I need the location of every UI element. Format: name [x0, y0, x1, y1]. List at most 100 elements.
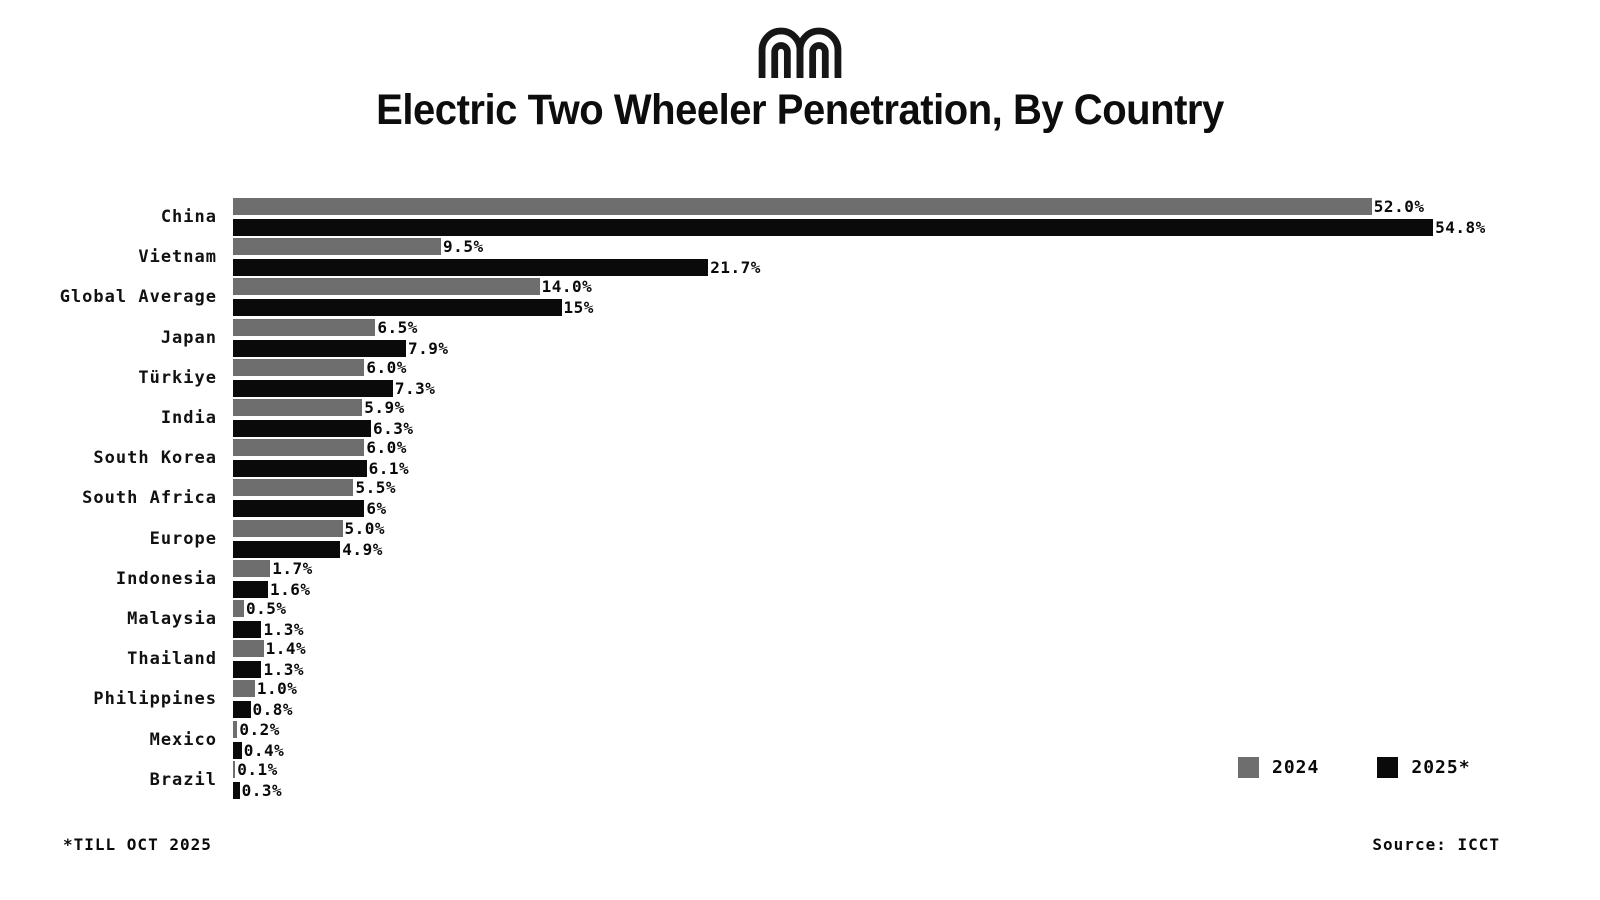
category-label: South Africa [82, 488, 217, 509]
bar-line: 6% [233, 499, 1600, 519]
bar-pair: 0.5% 1.3% [233, 598, 1600, 639]
bar-2025 [233, 661, 262, 679]
bar-2024 [233, 479, 354, 497]
category-label: Mexico [149, 729, 217, 750]
bar-value-2024: 0.1% [237, 759, 278, 779]
bar-2024 [233, 760, 236, 778]
bar-pair: 5.5% 6% [233, 478, 1600, 519]
bar-value-2024: 6.5% [377, 317, 418, 337]
logo-right-arch-outer [796, 27, 842, 78]
bar-line: 0.2% [233, 719, 1600, 739]
bar-line: 0.8% [233, 700, 1600, 720]
category-label: Philippines [93, 689, 217, 710]
bar-chart: China 52.0% 54.8% Vietnam 9.5% 21.7% Global Av… [0, 197, 1600, 800]
category-label: Brazil [149, 769, 217, 790]
bar-value-2025: 1.3% [263, 619, 304, 639]
bar-2024 [233, 399, 363, 417]
chart-row: Vietnam 9.5% 21.7% [0, 237, 1600, 277]
bar-value-2024: 14.0% [541, 277, 593, 297]
legend-swatch-2024-icon [1238, 757, 1259, 778]
logo-right-arch-inner [809, 42, 829, 78]
bar-line: 0.5% [233, 598, 1600, 618]
bar-2024 [233, 358, 365, 376]
bar-2024 [233, 640, 264, 658]
page-title: Electric Two Wheeler Penetration, By Cou… [376, 86, 1224, 134]
bar-pair: 6.0% 7.3% [233, 357, 1600, 398]
bar-line: 1.6% [233, 580, 1600, 599]
bar-value-2024: 5.0% [344, 518, 386, 538]
bar-value-2024: 6.0% [366, 357, 407, 377]
bar-2025 [233, 540, 341, 558]
bar-pair: 0.1% 0.3% [233, 759, 1600, 800]
chart-row: Türkiye 6.0% 7.3% [0, 358, 1600, 398]
bar-value-2025: 0.8% [252, 700, 294, 720]
bar-line: 1.0% [233, 679, 1600, 699]
bar-value-2025: 7.3% [394, 378, 436, 398]
bar-line: 6.0% [233, 357, 1600, 377]
bar-line: 52.0% [233, 197, 1600, 217]
bar-line: 7.9% [233, 339, 1600, 358]
chart-row: Philippines 1.0% 0.8% [0, 679, 1600, 719]
bar-2024 [233, 318, 376, 336]
bar-2024 [233, 519, 343, 537]
category-label: Malaysia [127, 608, 217, 629]
bar-value-2024: 9.5% [443, 237, 484, 257]
chart-row: Malaysia 0.5% 1.3% [0, 599, 1600, 639]
category-label: Europe [149, 528, 217, 549]
logo-left-arch-inner [771, 42, 791, 78]
bar-value-2025: 6% [366, 499, 387, 519]
category-label: India [160, 408, 217, 429]
bar-2024 [233, 439, 365, 457]
bar-line: 5.0% [233, 518, 1600, 538]
chart-row: Europe 5.0% 4.9% [0, 519, 1600, 559]
bar-value-2025: 6.3% [372, 419, 414, 439]
bar-2024 [233, 559, 271, 577]
chart-row: South Korea 6.0% 6.1% [0, 438, 1600, 478]
bar-pair: 52.0% 54.8% [233, 197, 1600, 237]
bar-pair: 1.7% 1.6% [233, 559, 1600, 599]
bar-value-2025: 6.1% [368, 459, 410, 479]
bar-value-2024: 6.0% [366, 438, 407, 458]
bar-value-2025: 0.4% [243, 740, 285, 760]
bar-2024 [233, 198, 1372, 216]
bar-line: 1.4% [233, 639, 1600, 659]
bar-2025 [233, 781, 240, 799]
bar-2024 [233, 599, 244, 617]
category-label: Japan [160, 327, 217, 348]
bar-2025 [233, 500, 365, 518]
bar-line: 0.1% [233, 759, 1600, 779]
bar-pair: 6.0% 6.1% [233, 438, 1600, 479]
category-label: Türkiye [138, 367, 217, 388]
bar-line: 21.7% [233, 258, 1600, 278]
bar-value-2024: 1.0% [256, 679, 298, 699]
bar-value-2024: 0.5% [245, 598, 287, 618]
bar-line: 7.3% [233, 378, 1600, 398]
chart-row: Thailand 1.4% 1.3% [0, 639, 1600, 679]
bar-line: 1.3% [233, 619, 1600, 639]
bar-value-2024: 1.4% [265, 639, 307, 659]
logo-left-arch-outer [758, 27, 804, 78]
bar-value-2025: 4.9% [342, 539, 383, 559]
bar-line: 6.3% [233, 419, 1600, 439]
legend-item-2024: 2024 [1238, 757, 1319, 778]
chart-row: Indonesia 1.7% 1.6% [0, 559, 1600, 599]
bar-value-2025: 21.7% [710, 258, 761, 278]
bar-2024 [233, 720, 238, 738]
bar-2025 [233, 379, 393, 397]
bar-2025 [233, 259, 709, 277]
bar-value-2024: 0.2% [239, 719, 280, 739]
chart-row: Mexico 0.2% 0.4% [0, 719, 1600, 760]
bar-2025 [233, 299, 562, 317]
legend-item-2025: 2025* [1377, 757, 1470, 778]
bar-line: 1.3% [233, 660, 1600, 679]
chart-row: South Africa 5.5% 6% [0, 478, 1600, 518]
bar-2025 [233, 741, 242, 759]
chart-rows: China 52.0% 54.8% Vietnam 9.5% 21.7% Global Av… [0, 197, 1600, 800]
bar-2025 [233, 620, 262, 638]
bar-pair: 9.5% 21.7% [233, 237, 1600, 278]
bar-value-2024: 52.0% [1373, 197, 1425, 217]
bar-pair: 14.0% 15% [233, 277, 1600, 317]
bar-line: 5.5% [233, 478, 1600, 497]
bar-line: 54.8% [233, 218, 1600, 237]
legend-label-2024: 2024 [1272, 757, 1320, 778]
